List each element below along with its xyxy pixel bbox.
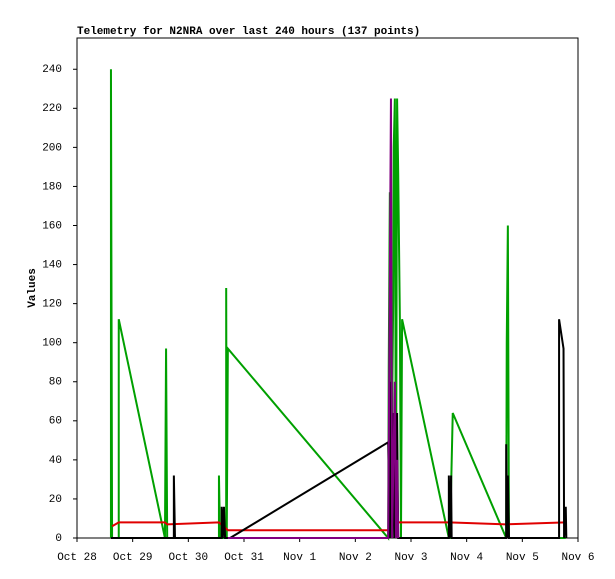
x-tick-label: Oct 28: [57, 552, 97, 564]
x-tick-label: Oct 30: [169, 552, 209, 564]
y-tick-label: 40: [49, 455, 62, 467]
line-series: [111, 521, 566, 532]
y-tick-label: 120: [42, 299, 62, 311]
x-tick-label: Nov 2: [339, 552, 372, 564]
line-series: [110, 319, 568, 539]
x-tick-label: Nov 4: [450, 552, 483, 564]
y-tick-label: 20: [49, 494, 62, 506]
y-tick-label: 220: [42, 103, 62, 115]
x-tick-label: Nov 5: [506, 552, 539, 564]
y-tick-label: 200: [42, 142, 62, 154]
y-tick-label: 0: [55, 533, 62, 545]
y-tick-label: 240: [42, 64, 62, 76]
x-tick-label: Nov 6: [561, 552, 594, 564]
plot-frame: [76, 37, 579, 539]
x-tick-label: Oct 31: [224, 552, 264, 564]
line-series: [109, 69, 566, 541]
y-tick-label: 60: [49, 416, 62, 428]
x-tick-label: Nov 1: [283, 552, 316, 564]
y-tick-label: 140: [42, 259, 62, 271]
chart-title: Telemetry for N2NRA over last 240 hours …: [77, 26, 420, 38]
y-tick-label: 160: [42, 220, 62, 232]
y-tick-label: 180: [42, 181, 62, 193]
y-axis-label: Values: [27, 268, 39, 308]
x-tick-label: Oct 29: [113, 552, 153, 564]
x-tick-label: Nov 3: [394, 552, 427, 564]
line-series: [227, 98, 400, 539]
y-tick-label: 80: [49, 377, 62, 389]
y-tick-label: 100: [42, 338, 62, 350]
